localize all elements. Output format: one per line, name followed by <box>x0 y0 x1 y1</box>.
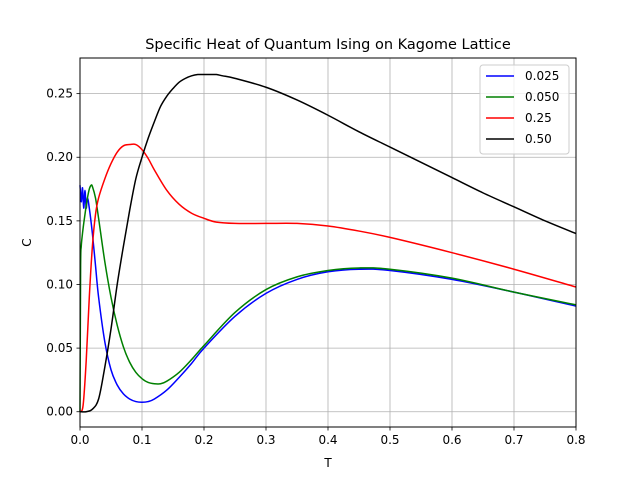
series-line-2 <box>79 143 577 413</box>
series-lines <box>79 73 577 413</box>
legend-label-2: 0.25 <box>525 111 552 125</box>
y-axis-label: C <box>20 238 34 246</box>
y-axis: 0.00 0.05 0.10 0.15 0.20 0.25 <box>46 87 80 419</box>
series-line-3 <box>79 73 577 413</box>
x-tick-label: 0.1 <box>132 433 151 447</box>
grid <box>79 58 577 427</box>
x-tick-label: 0.7 <box>504 433 523 447</box>
legend-label-0: 0.025 <box>525 69 559 83</box>
x-tick-label: 0.4 <box>318 433 337 447</box>
y-tick-label: 0.25 <box>46 87 73 101</box>
legend-box <box>479 64 570 155</box>
x-tick-label: 0.6 <box>442 433 461 447</box>
y-tick-label: 0.00 <box>46 405 73 419</box>
x-tick-label: 0.0 <box>70 433 89 447</box>
x-tick-label: 0.3 <box>256 433 275 447</box>
y-tick-label: 0.05 <box>46 341 73 355</box>
y-tick-label: 0.10 <box>46 277 73 291</box>
legend: 0.025 0.050 0.25 0.50 <box>479 64 570 155</box>
legend-label-3: 0.50 <box>525 132 552 146</box>
x-tick-label: 0.5 <box>380 433 399 447</box>
y-tick-label: 0.20 <box>46 150 73 164</box>
x-axis: 0.0 0.1 0.2 0.3 0.4 0.5 0.6 0.7 0.8 <box>70 427 586 447</box>
x-tick-label: 0.2 <box>194 433 213 447</box>
legend-label-1: 0.050 <box>525 90 559 104</box>
chart-title: Specific Heat of Quantum Ising on Kagome… <box>145 37 511 53</box>
x-tick-label: 0.8 <box>566 433 585 447</box>
series-line-1 <box>79 184 577 412</box>
x-axis-label: T <box>323 456 332 470</box>
y-tick-label: 0.15 <box>46 214 73 228</box>
